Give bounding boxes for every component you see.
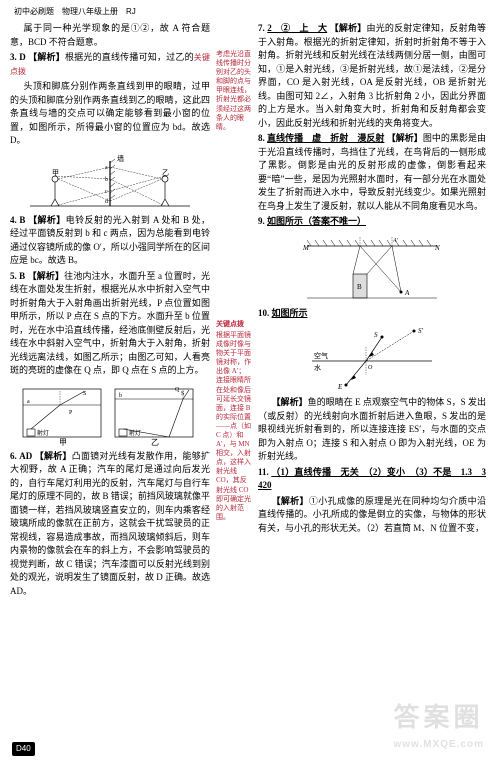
q9-num: 9. bbox=[258, 216, 265, 226]
svg-text:乙: 乙 bbox=[162, 169, 169, 177]
q9: 9. 如图所示（答案不唯一） bbox=[258, 215, 486, 229]
svg-text:乙: 乙 bbox=[151, 438, 159, 447]
q5: 5. B 【解析】往池内注水，水面升至 a 位置时，光线在水面处发生折射，根据光… bbox=[10, 270, 210, 378]
q4-num: 4. bbox=[10, 215, 17, 225]
midnote-2: 根据平面镜成像时像与物关于平面镜对称，作出像 A′；连接眼睛所在处和像后可延长交… bbox=[216, 331, 252, 522]
q4: 4. B 【解析】电铃反射的光入射到 A 处和 B 处，经过平面镜反射到 b 和… bbox=[10, 214, 210, 268]
q3: 3. D 【解析】根据光的直线传播可知，过乙的关键点拨 bbox=[10, 51, 210, 78]
q4-tag: 【解析】 bbox=[28, 215, 66, 225]
watermark: 答案圈 www.MXQE.com bbox=[393, 698, 484, 752]
q11: 11. （1）直线传播 无关 （2）变小 （3）不是 1.3 3 420 bbox=[258, 466, 486, 493]
svg-text:A′: A′ bbox=[392, 238, 399, 244]
q10-ans: 如图所示 bbox=[272, 308, 308, 318]
svg-text:P: P bbox=[69, 410, 73, 416]
wm-main: 答案圈 bbox=[393, 702, 483, 732]
q6-num: 6. bbox=[10, 451, 17, 461]
svg-text:b: b bbox=[105, 177, 108, 183]
svg-text:S: S bbox=[374, 331, 378, 339]
q7-num: 7. bbox=[258, 23, 265, 33]
svg-text:M: M bbox=[302, 244, 310, 252]
svg-text:空气: 空气 bbox=[314, 351, 328, 360]
q8-num: 8. bbox=[258, 133, 265, 143]
page-header: 初中必刷题 物理八年级上册 RJ bbox=[0, 0, 500, 22]
q5-tag: 【解析】 bbox=[28, 271, 65, 281]
mid-column: 考虑光沿直线传播时分别对乙的头和脚的点与甲眼连线，折射光都必须经过这两条人的眼睛… bbox=[216, 22, 252, 600]
q6-ans: AD bbox=[19, 451, 32, 461]
midnote-1: 考虑光沿直线传播时分别对乙的头和脚的点与甲眼连线，折射光都必须经过这两条人的眼睛… bbox=[216, 50, 252, 132]
q5-ans: B bbox=[19, 271, 25, 281]
p1: 属于同一种光学现象的是①②，故 A 符合题意，BCD 不符合题意。 bbox=[10, 22, 210, 49]
q8: 8. 直线传播 虚 折射 漫反射 【解析】图中的黑影是由于光沿直线传播时，鸟挡住… bbox=[258, 132, 486, 213]
svg-text:O: O bbox=[368, 365, 373, 371]
q10-analysis: 【解析】鱼的眼睛在 E 点观察空气中的物体 S，S 发出（或反射）的光线射向水面… bbox=[258, 396, 486, 464]
q7: 7. 2 ② 上 大 【解析】由光的反射定律知，反射角等于入射角。根据光的折射定… bbox=[258, 22, 486, 130]
svg-text:A: A bbox=[404, 289, 410, 297]
q10: 10. 如图所示 bbox=[258, 307, 486, 321]
q8-tag: 【解析】 bbox=[387, 133, 423, 143]
q6-body: 凸面镜对光线有发散作用，能够扩大视野，故 A 正确；汽车的尾灯是通过向后发光的，… bbox=[10, 451, 210, 596]
q11-analysis: 【解析】①小孔成像的原理是光在同种均匀介质中沿直线传播的。小孔所成的像是倒立的实… bbox=[258, 495, 486, 536]
svg-text:Q: Q bbox=[175, 387, 180, 393]
svg-text:甲: 甲 bbox=[59, 438, 67, 447]
svg-text:B: B bbox=[357, 283, 362, 291]
svg-text:E: E bbox=[337, 383, 343, 391]
q3-ans: D bbox=[19, 52, 26, 62]
fig9: M N B A A′ bbox=[258, 232, 486, 304]
fig3: 墙 a b c d 甲 乙 bbox=[10, 151, 210, 211]
content-columns: 属于同一种光学现象的是①②，故 A 符合题意，BCD 不符合题意。 3. D 【… bbox=[0, 22, 500, 600]
svg-text:N: N bbox=[434, 244, 440, 252]
q7-ans: 2 ② 上 大 bbox=[267, 23, 327, 33]
svg-text:a: a bbox=[27, 399, 30, 405]
svg-text:墙: 墙 bbox=[117, 154, 124, 163]
q6: 6. AD 【解析】凸面镜对光线有发散作用，能够扩大视野，故 A 正确；汽车的尾… bbox=[10, 450, 210, 599]
fig5: a 射灯 S P b 射灯 S Q 甲 bbox=[10, 381, 210, 447]
q3-body2: 头顶和脚底分别作两条直线到甲的眼睛，过甲的头顶和脚底分别作两条直线到乙的眼睛，这… bbox=[10, 80, 210, 148]
q11-ans: （1）直线传播 无关 （2）变小 （3）不是 1.3 3 420 bbox=[258, 467, 486, 491]
wm-sub: www.MXQE.com bbox=[393, 737, 484, 752]
q11-num: 11. bbox=[258, 467, 269, 477]
svg-text:甲: 甲 bbox=[52, 169, 59, 177]
q11-tag: 【解析】 bbox=[272, 496, 309, 506]
svg-text:水: 水 bbox=[314, 363, 321, 372]
q7-body: 由光的反射定律知，反射角等于入射角。根据光的折射定律知，折射时折射角不等于入射角… bbox=[258, 23, 486, 128]
fig10: 空气 水 S S′ E O bbox=[258, 323, 486, 393]
q8-ans: 直线传播 虚 折射 漫反射 bbox=[267, 133, 384, 143]
q10-num: 10. bbox=[258, 308, 269, 318]
q3-body: 根据光的直线传播可知，过乙的 bbox=[65, 52, 194, 62]
q8-body: 图中的黑影是由于光沿直线传播时，鸟挡住了光线，在鸟背后的一侧形成了黑影。倒影是由… bbox=[258, 133, 486, 211]
left-column: 属于同一种光学现象的是①②，故 A 符合题意，BCD 不符合题意。 3. D 【… bbox=[10, 22, 210, 600]
q7-tag: 【解析】 bbox=[330, 23, 367, 33]
svg-text:b: b bbox=[119, 393, 122, 399]
q3-tag: 【解析】 bbox=[28, 52, 65, 62]
q4-ans: B bbox=[19, 215, 25, 225]
midnote-2-title: 关键点拨 bbox=[216, 320, 252, 329]
right-column: 7. 2 ② 上 大 【解析】由光的反射定律知，反射角等于入射角。根据光的折射定… bbox=[258, 22, 486, 600]
q5-body: 往池内注水，水面升至 a 位置时，光线在水面处发生折射，根据光从水中折射入空气中… bbox=[10, 271, 210, 376]
svg-text:S′: S′ bbox=[418, 327, 424, 335]
q5-num: 5. bbox=[10, 271, 17, 281]
svg-text:射灯: 射灯 bbox=[37, 429, 49, 437]
q3-num: 3. bbox=[10, 52, 17, 62]
page-number: D40 bbox=[12, 742, 35, 756]
svg-text:S: S bbox=[181, 391, 184, 397]
q9-ans: 如图所示（答案不唯一） bbox=[267, 216, 366, 226]
svg-text:c: c bbox=[105, 189, 108, 195]
svg-text:d: d bbox=[105, 199, 108, 205]
svg-text:S: S bbox=[83, 391, 86, 397]
q10-tag: 【解析】 bbox=[272, 397, 308, 407]
q6-tag: 【解析】 bbox=[35, 451, 72, 461]
